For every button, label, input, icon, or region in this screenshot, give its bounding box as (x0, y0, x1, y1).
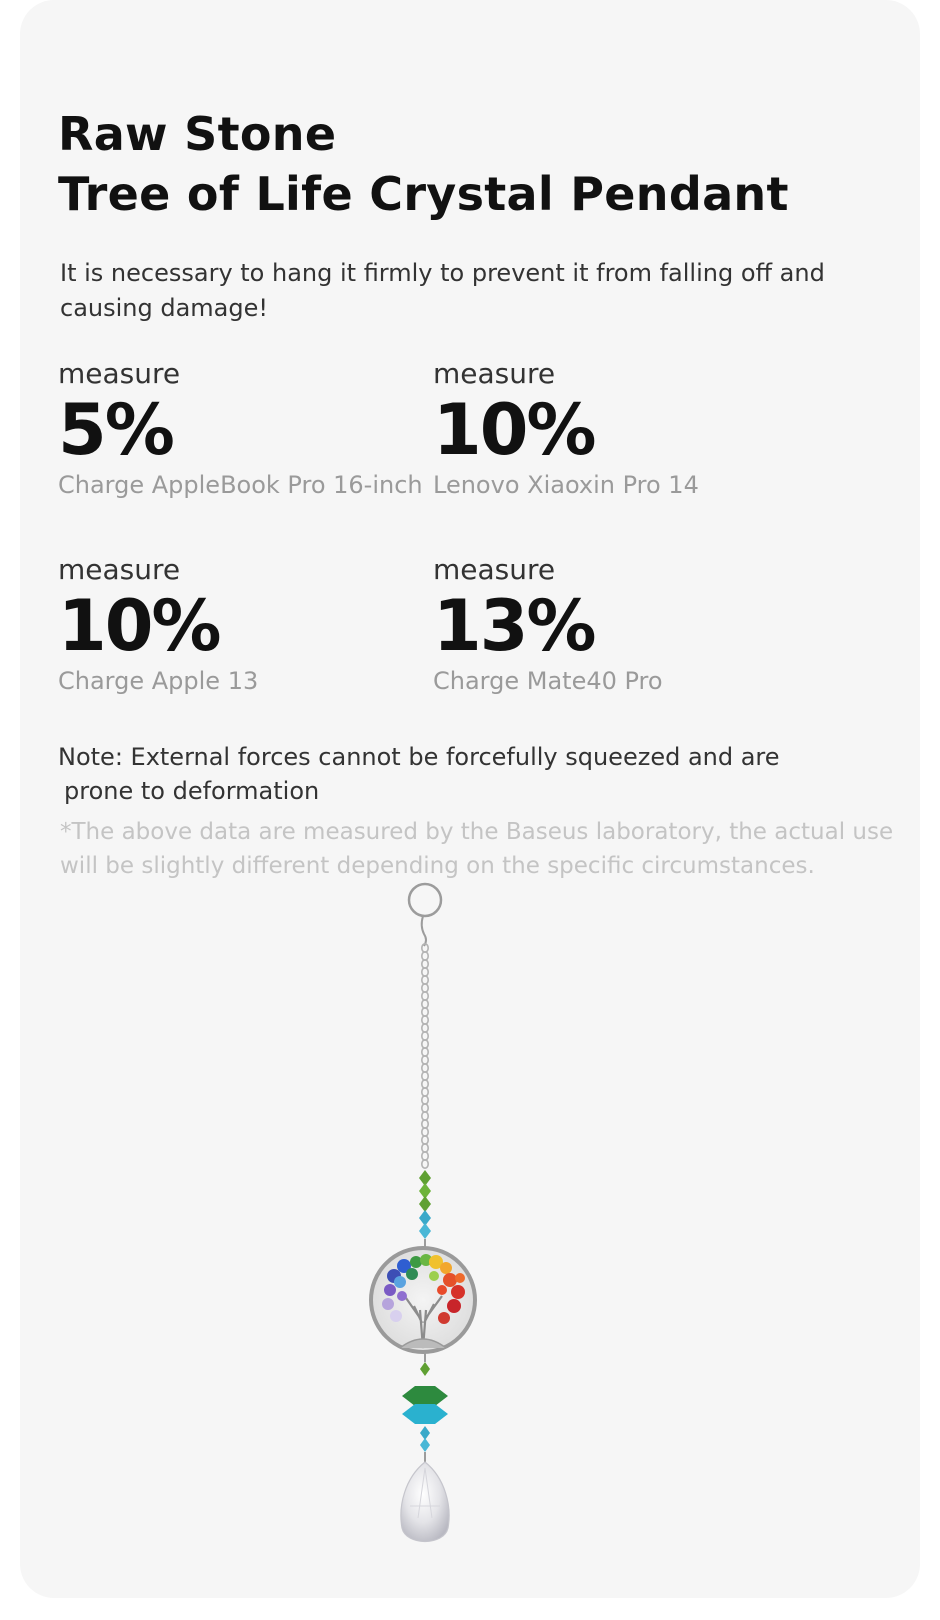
disclaimer-text: *The above data are measured by the Base… (60, 819, 894, 879)
product-title: Raw Stone Tree of Life Crystal Pendant (58, 104, 789, 224)
stat-block-2: measure 10% Lenovo Xiaoxin Pro 14 (433, 357, 813, 501)
green-beads-upper-icon (419, 1170, 431, 1212)
stat-value: 5% (58, 389, 175, 471)
stat-label: measure (58, 357, 181, 390)
stat-block-4: measure 13% Charge Mate40 Pro (433, 553, 813, 697)
stat-device: Lenovo Xiaoxin Pro 14 (433, 471, 699, 499)
stat-value: 10% (433, 389, 597, 471)
stat-value: 10% (58, 585, 222, 667)
product-card: Raw Stone Tree of Life Crystal Pendant I… (20, 0, 920, 1598)
note-line-2: prone to deformation (64, 777, 320, 805)
stat-block-1: measure 5% Charge AppleBook Pro 16-inch (58, 357, 438, 501)
note-line-1: Note: External forces cannot be forceful… (58, 743, 780, 771)
blue-octagon-bead-icon (402, 1404, 448, 1424)
title-line-1: Raw Stone (58, 107, 337, 161)
chain-icon (420, 943, 429, 1169)
green-octagon-bead-icon (402, 1386, 448, 1406)
hanging-ring-icon (407, 882, 443, 918)
stat-block-3: measure 10% Charge Apple 13 (58, 553, 438, 697)
note-text: Note: External forces cannot be forceful… (58, 740, 878, 808)
crystal-teardrop-icon (400, 1461, 450, 1542)
green-bead-lower-icon (420, 1362, 430, 1376)
stat-label: measure (433, 357, 556, 390)
tree-of-life-disc-icon (369, 1246, 477, 1354)
stat-device: Charge Mate40 Pro (433, 667, 663, 695)
stat-device: Charge Apple 13 (58, 667, 259, 695)
title-line-2: Tree of Life Crystal Pendant (58, 167, 789, 221)
stat-label: measure (58, 553, 181, 586)
blue-beads-upper-icon (419, 1210, 431, 1239)
stat-label: measure (433, 553, 556, 586)
warning-text: It is necessary to hang it firmly to pre… (60, 259, 825, 322)
tree-of-life-pendant-image (369, 882, 477, 1542)
stat-device: Charge AppleBook Pro 16-inch (58, 471, 423, 499)
stat-value: 13% (433, 585, 597, 667)
